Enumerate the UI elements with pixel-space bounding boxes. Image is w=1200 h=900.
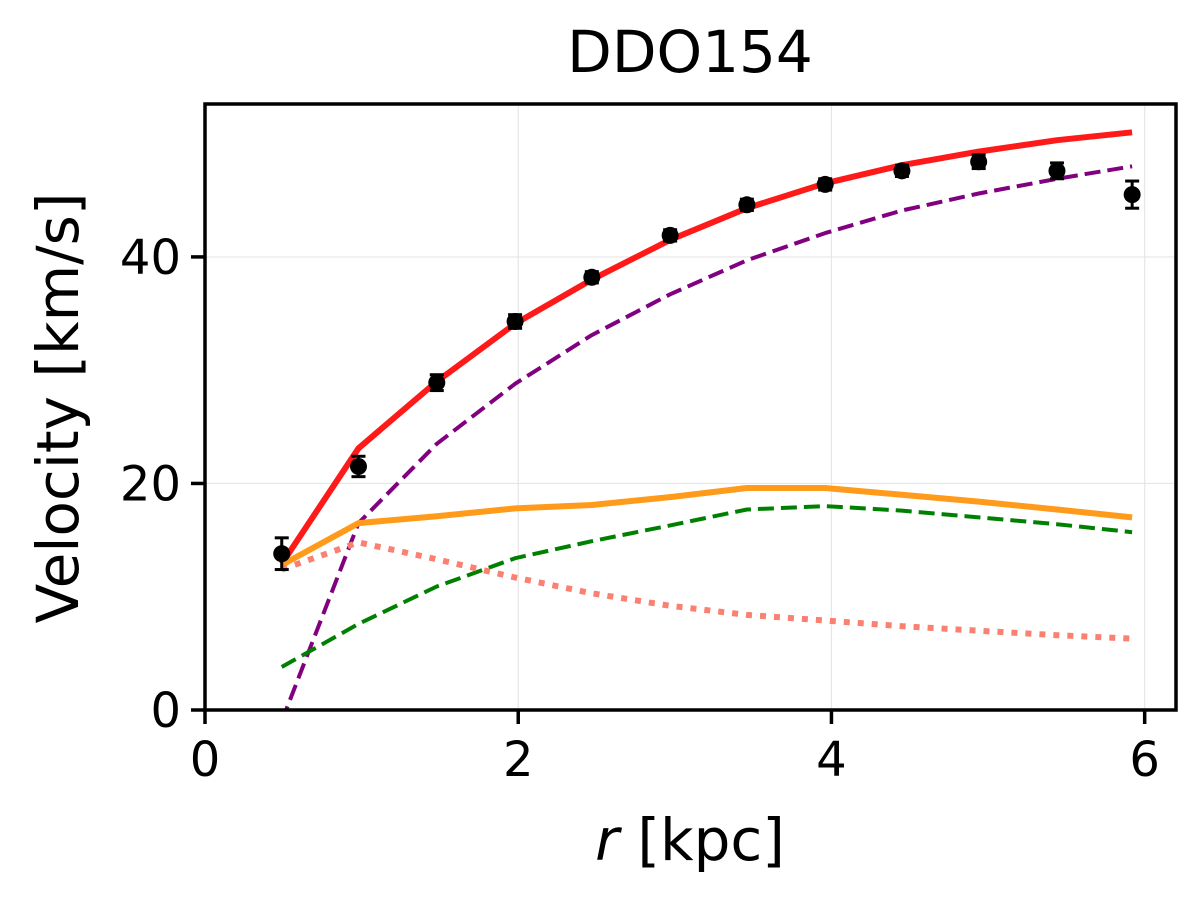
series-line-stellar-disk bbox=[280, 539, 1133, 642]
data-point bbox=[661, 226, 679, 244]
plot-frame bbox=[203, 102, 1178, 712]
x-tick-label: 0 bbox=[190, 732, 221, 788]
data-point bbox=[273, 545, 291, 563]
data-point bbox=[506, 312, 524, 330]
x-axis-label: r [kpc] bbox=[595, 806, 785, 874]
data-point bbox=[428, 374, 446, 392]
data-point bbox=[893, 162, 911, 180]
axis-ticks: 0 2 4 6 0 20 40 bbox=[120, 230, 1160, 788]
y-tick-label: 40 bbox=[120, 230, 181, 286]
observed-points bbox=[273, 153, 1141, 572]
x-axis-unit: [kpc] bbox=[619, 806, 785, 874]
data-point bbox=[583, 268, 601, 286]
x-axis-variable: r bbox=[595, 806, 622, 874]
y-tick-label: 0 bbox=[150, 683, 181, 739]
data-point bbox=[1123, 186, 1141, 204]
series-lines bbox=[279, 129, 1133, 710]
series-line-gas bbox=[280, 504, 1133, 669]
data-point bbox=[1048, 162, 1066, 180]
series-line-dark-matter bbox=[283, 164, 1133, 710]
chart-title: DDO154 bbox=[567, 18, 813, 86]
x-tick-label: 6 bbox=[1129, 732, 1160, 788]
data-point bbox=[816, 175, 834, 193]
x-tick-label: 4 bbox=[816, 732, 847, 788]
data-point bbox=[349, 457, 367, 475]
y-tick-label: 20 bbox=[120, 456, 181, 512]
y-axis-label: Velocity [km/s] bbox=[24, 192, 92, 623]
data-point bbox=[970, 153, 988, 171]
series-line-baryons bbox=[280, 485, 1133, 568]
series-line-total-fit bbox=[279, 129, 1133, 566]
grid-lines bbox=[204, 104, 1176, 711]
data-point bbox=[738, 196, 756, 214]
x-tick-label: 2 bbox=[503, 732, 534, 788]
